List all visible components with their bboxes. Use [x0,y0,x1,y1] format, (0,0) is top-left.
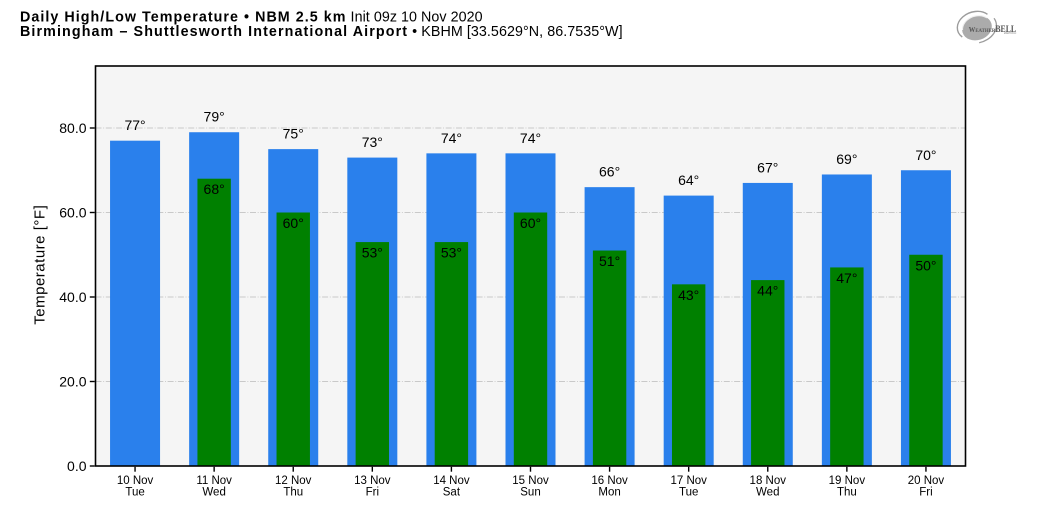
svg-text:70°: 70° [915,147,936,163]
svg-text:Wed: Wed [756,487,779,499]
svg-text:Mon: Mon [598,487,620,499]
svg-text:74°: 74° [520,130,541,146]
svg-text:73°: 73° [362,134,383,150]
svg-text:11 Nov: 11 Nov [196,475,232,487]
svg-text:16 Nov: 16 Nov [591,475,628,487]
svg-text:Temperature [°F]: Temperature [°F] [32,205,49,325]
svg-text:18 Nov: 18 Nov [750,475,787,487]
svg-text:20.0: 20.0 [59,374,86,390]
svg-text:Daily High/Low Temperature • N: Daily High/Low Temperature • NBM 2.5 km … [20,10,483,26]
svg-text:0.0: 0.0 [67,458,87,474]
svg-text:40.0: 40.0 [59,289,86,305]
svg-text:66°: 66° [599,164,620,180]
svg-text:74°: 74° [441,130,462,146]
svg-text:10 Nov: 10 Nov [117,475,154,487]
svg-text:ANALYTICS LLC: ANALYTICS LLC [1004,32,1016,35]
svg-text:Wed: Wed [202,487,225,499]
svg-text:12 Nov: 12 Nov [275,475,312,487]
svg-text:69°: 69° [836,151,857,167]
svg-text:79°: 79° [204,109,225,125]
svg-text:15 Nov: 15 Nov [512,475,549,487]
svg-text:13 Nov: 13 Nov [354,475,391,487]
svg-text:Fri: Fri [366,487,379,499]
svg-text:Sat: Sat [443,487,461,499]
svg-text:44°: 44° [757,283,778,299]
svg-text:60°: 60° [520,215,541,231]
svg-text:Tue: Tue [679,487,698,499]
svg-text:WEATHERBELL: WEATHERBELL [969,24,1016,34]
svg-text:Birmingham – Shuttlesworth Int: Birmingham – Shuttlesworth International… [20,24,623,40]
svg-text:Fri: Fri [919,487,932,499]
svg-text:64°: 64° [678,172,699,188]
svg-text:43°: 43° [678,287,699,303]
svg-text:Tue: Tue [125,487,144,499]
svg-text:75°: 75° [283,126,304,142]
svg-text:67°: 67° [757,159,778,175]
svg-text:20 Nov: 20 Nov [908,475,945,487]
svg-text:51°: 51° [599,253,620,269]
svg-text:60.0: 60.0 [59,205,86,221]
svg-text:14 Nov: 14 Nov [433,475,470,487]
svg-text:60°: 60° [283,215,304,231]
svg-text:17 Nov: 17 Nov [670,475,707,487]
svg-text:Thu: Thu [837,487,857,499]
svg-text:19 Nov: 19 Nov [829,475,866,487]
svg-text:77°: 77° [124,117,145,133]
svg-text:53°: 53° [441,245,462,261]
svg-text:50°: 50° [915,257,936,273]
svg-text:Sun: Sun [520,487,540,499]
svg-text:68°: 68° [204,181,225,197]
svg-text:80.0: 80.0 [59,120,86,136]
svg-text:Thu: Thu [283,487,303,499]
svg-text:53°: 53° [362,245,383,261]
svg-text:47°: 47° [836,270,857,286]
